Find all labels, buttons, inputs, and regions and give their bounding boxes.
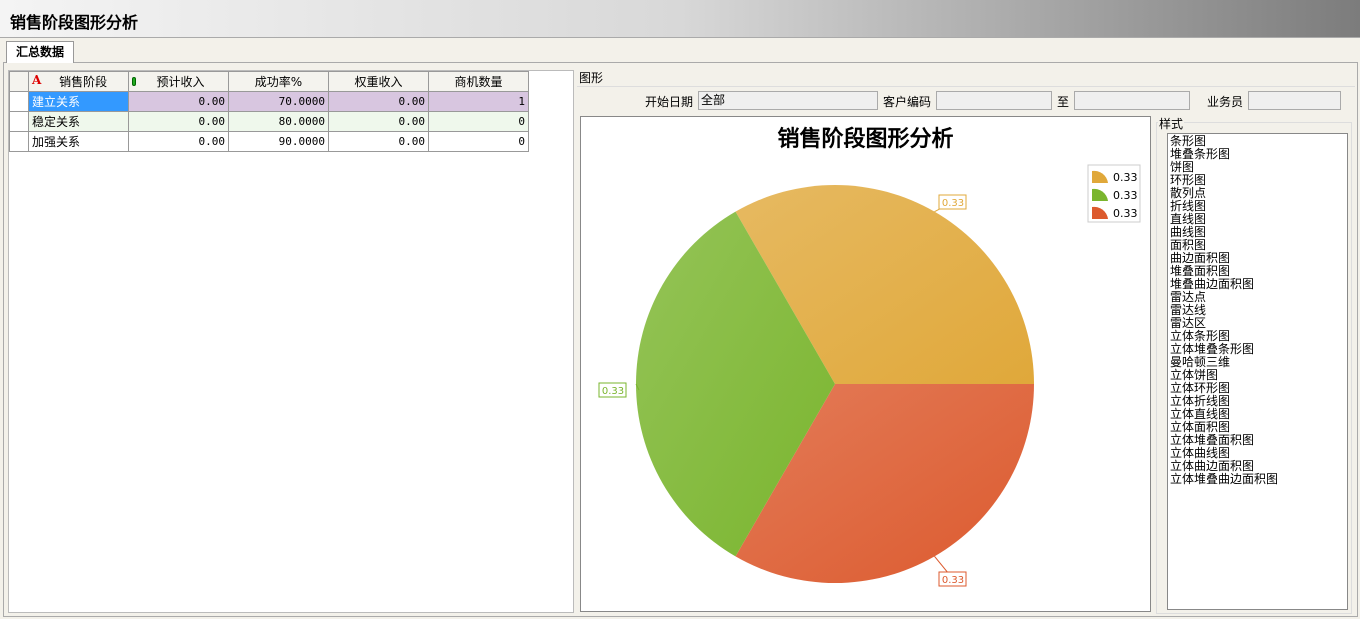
style-option[interactable]: 曼哈顿三维 — [1170, 355, 1231, 369]
style-option[interactable]: 堆叠曲边面积图 — [1170, 277, 1255, 291]
style-option[interactable]: 立体面积图 — [1170, 420, 1231, 434]
column-header[interactable]: 预计收入 — [128, 71, 229, 92]
data-label-box — [938, 194, 967, 210]
table-row[interactable]: 建立关系 0.00 70.0000 0.00 1 — [9, 91, 529, 112]
tab-summary[interactable]: 汇总数据 — [6, 41, 74, 63]
row-header[interactable] — [9, 91, 29, 112]
style-option[interactable]: 雷达区 — [1170, 316, 1207, 330]
column-header[interactable]: 权重收入 — [328, 71, 429, 92]
cell[interactable]: 0 — [428, 111, 529, 132]
cell[interactable]: 稳定关系 — [28, 111, 129, 132]
legend-entry: 0.33 — [1113, 189, 1138, 202]
style-group: 样式 — [1156, 115, 1352, 614]
pie-chart: 销售阶段图形分析 0.33 0.33 0.33 0.33 0.33 0.33 — [580, 116, 1151, 612]
start-date-label: 开始日期 — [645, 95, 694, 109]
column-header[interactable]: 商机数量 — [428, 71, 529, 92]
style-option[interactable]: 面积图 — [1170, 238, 1207, 252]
chart-title: 销售阶段图形分析 — [777, 126, 954, 152]
style-option[interactable]: 立体堆叠条形图 — [1170, 342, 1255, 356]
customer-code-label: 客户编码 — [883, 95, 932, 109]
style-option[interactable]: 立体饼图 — [1170, 368, 1219, 382]
pie-svg: 0.33 0.33 0.33 0.33 0.33 0.33 — [598, 164, 1141, 587]
cell[interactable]: 0.00 — [128, 131, 229, 152]
style-option[interactable]: 饼图 — [1170, 160, 1195, 174]
data-label-box — [598, 382, 627, 398]
row-header[interactable] — [9, 131, 29, 152]
pie-slice — [735, 384, 1034, 583]
style-option[interactable]: 堆叠面积图 — [1170, 264, 1231, 278]
cell[interactable]: 0.00 — [128, 111, 229, 132]
style-option[interactable]: 立体环形图 — [1170, 381, 1231, 395]
data-label: 0.33 — [602, 386, 624, 397]
title-bar: 销售阶段图形分析 — [0, 0, 1360, 38]
label-leader — [635, 383, 640, 391]
cell[interactable]: 70.0000 — [228, 91, 329, 112]
cell[interactable]: 0.00 — [128, 91, 229, 112]
data-grid: A 销售阶段 预计收入 成功率% 权重收入 商机数量 建立关系 0.00 70.000… — [8, 70, 574, 613]
data-label-box — [938, 571, 967, 587]
style-option[interactable]: 环形图 — [1170, 173, 1207, 187]
salesman-field[interactable] — [1248, 91, 1341, 110]
data-label: 0.33 — [942, 575, 964, 586]
text-type-icon: A — [32, 73, 42, 87]
pie-slice — [735, 185, 1034, 384]
number-type-icon — [132, 77, 136, 86]
legend-swatch — [1092, 206, 1108, 219]
chart-style-list[interactable]: 条形图 堆叠条形图 饼图 环形图 散列点 折线图 直线图 曲线图 面积图 曲边面积图 堆叠面积图 堆叠… — [1167, 133, 1348, 610]
table-row[interactable]: 加强关系 0.00 90.0000 0.00 0 — [9, 131, 529, 152]
style-option[interactable]: 折线图 — [1170, 199, 1207, 213]
cell[interactable]: 建立关系 — [28, 91, 129, 112]
style-option[interactable]: 条形图 — [1170, 134, 1207, 148]
legend-swatch — [1092, 188, 1108, 201]
salesman-label: 业务员 — [1207, 95, 1244, 109]
cell[interactable]: 1 — [428, 91, 529, 112]
style-option[interactable]: 直线图 — [1170, 212, 1207, 226]
cell[interactable]: 80.0000 — [228, 111, 329, 132]
style-option[interactable]: 立体堆叠面积图 — [1170, 433, 1255, 447]
customer-code-to-field[interactable] — [1074, 91, 1190, 110]
style-option[interactable]: 堆叠条形图 — [1170, 147, 1231, 161]
customer-code-from-field[interactable] — [936, 91, 1052, 110]
column-header[interactable]: 成功率% — [228, 71, 329, 92]
window-title: 销售阶段图形分析 — [10, 13, 139, 32]
style-option[interactable]: 雷达点 — [1170, 290, 1207, 304]
style-option[interactable]: 立体直线图 — [1170, 407, 1231, 421]
cell[interactable]: 0.00 — [328, 131, 429, 152]
cell[interactable]: 0 — [428, 131, 529, 152]
chart-panel-title: 图形 — [577, 70, 1355, 87]
cell[interactable]: 0.00 — [328, 91, 429, 112]
start-date-field[interactable]: 全部 — [698, 91, 878, 110]
legend-entry: 0.33 — [1113, 171, 1138, 184]
to-label: 至 — [1057, 95, 1070, 109]
style-option[interactable]: 散列点 — [1170, 186, 1207, 200]
table-row[interactable]: 稳定关系 0.00 80.0000 0.00 0 — [9, 111, 529, 132]
style-option[interactable]: 立体堆叠曲边面积图 — [1170, 472, 1279, 486]
style-option[interactable]: 立体曲线图 — [1170, 446, 1231, 460]
cell[interactable]: 加强关系 — [28, 131, 129, 152]
style-label: 样式 — [1158, 115, 1185, 132]
row-header-corner — [9, 71, 29, 92]
column-header[interactable]: A 销售阶段 — [28, 71, 129, 92]
legend-entry: 0.33 — [1113, 207, 1138, 220]
style-option[interactable]: 曲边面积图 — [1170, 251, 1231, 265]
cell[interactable]: 0.00 — [328, 111, 429, 132]
row-header[interactable] — [9, 111, 29, 132]
style-option[interactable]: 立体曲边面积图 — [1170, 459, 1255, 473]
legend-swatch — [1092, 170, 1108, 183]
style-option[interactable]: 雷达线 — [1170, 303, 1207, 317]
style-option[interactable]: 曲线图 — [1170, 225, 1207, 239]
data-label: 0.33 — [942, 198, 964, 209]
cell[interactable]: 90.0000 — [228, 131, 329, 152]
style-option[interactable]: 立体折线图 — [1170, 394, 1231, 408]
style-option[interactable]: 立体条形图 — [1170, 329, 1231, 343]
pie-slice — [636, 211, 835, 557]
